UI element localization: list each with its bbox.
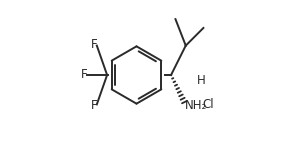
Text: F: F <box>91 38 97 51</box>
Text: NH₂: NH₂ <box>185 99 207 112</box>
Text: F: F <box>91 99 97 112</box>
Text: H: H <box>197 74 206 87</box>
Text: F: F <box>81 69 87 81</box>
Text: Cl: Cl <box>202 98 214 111</box>
